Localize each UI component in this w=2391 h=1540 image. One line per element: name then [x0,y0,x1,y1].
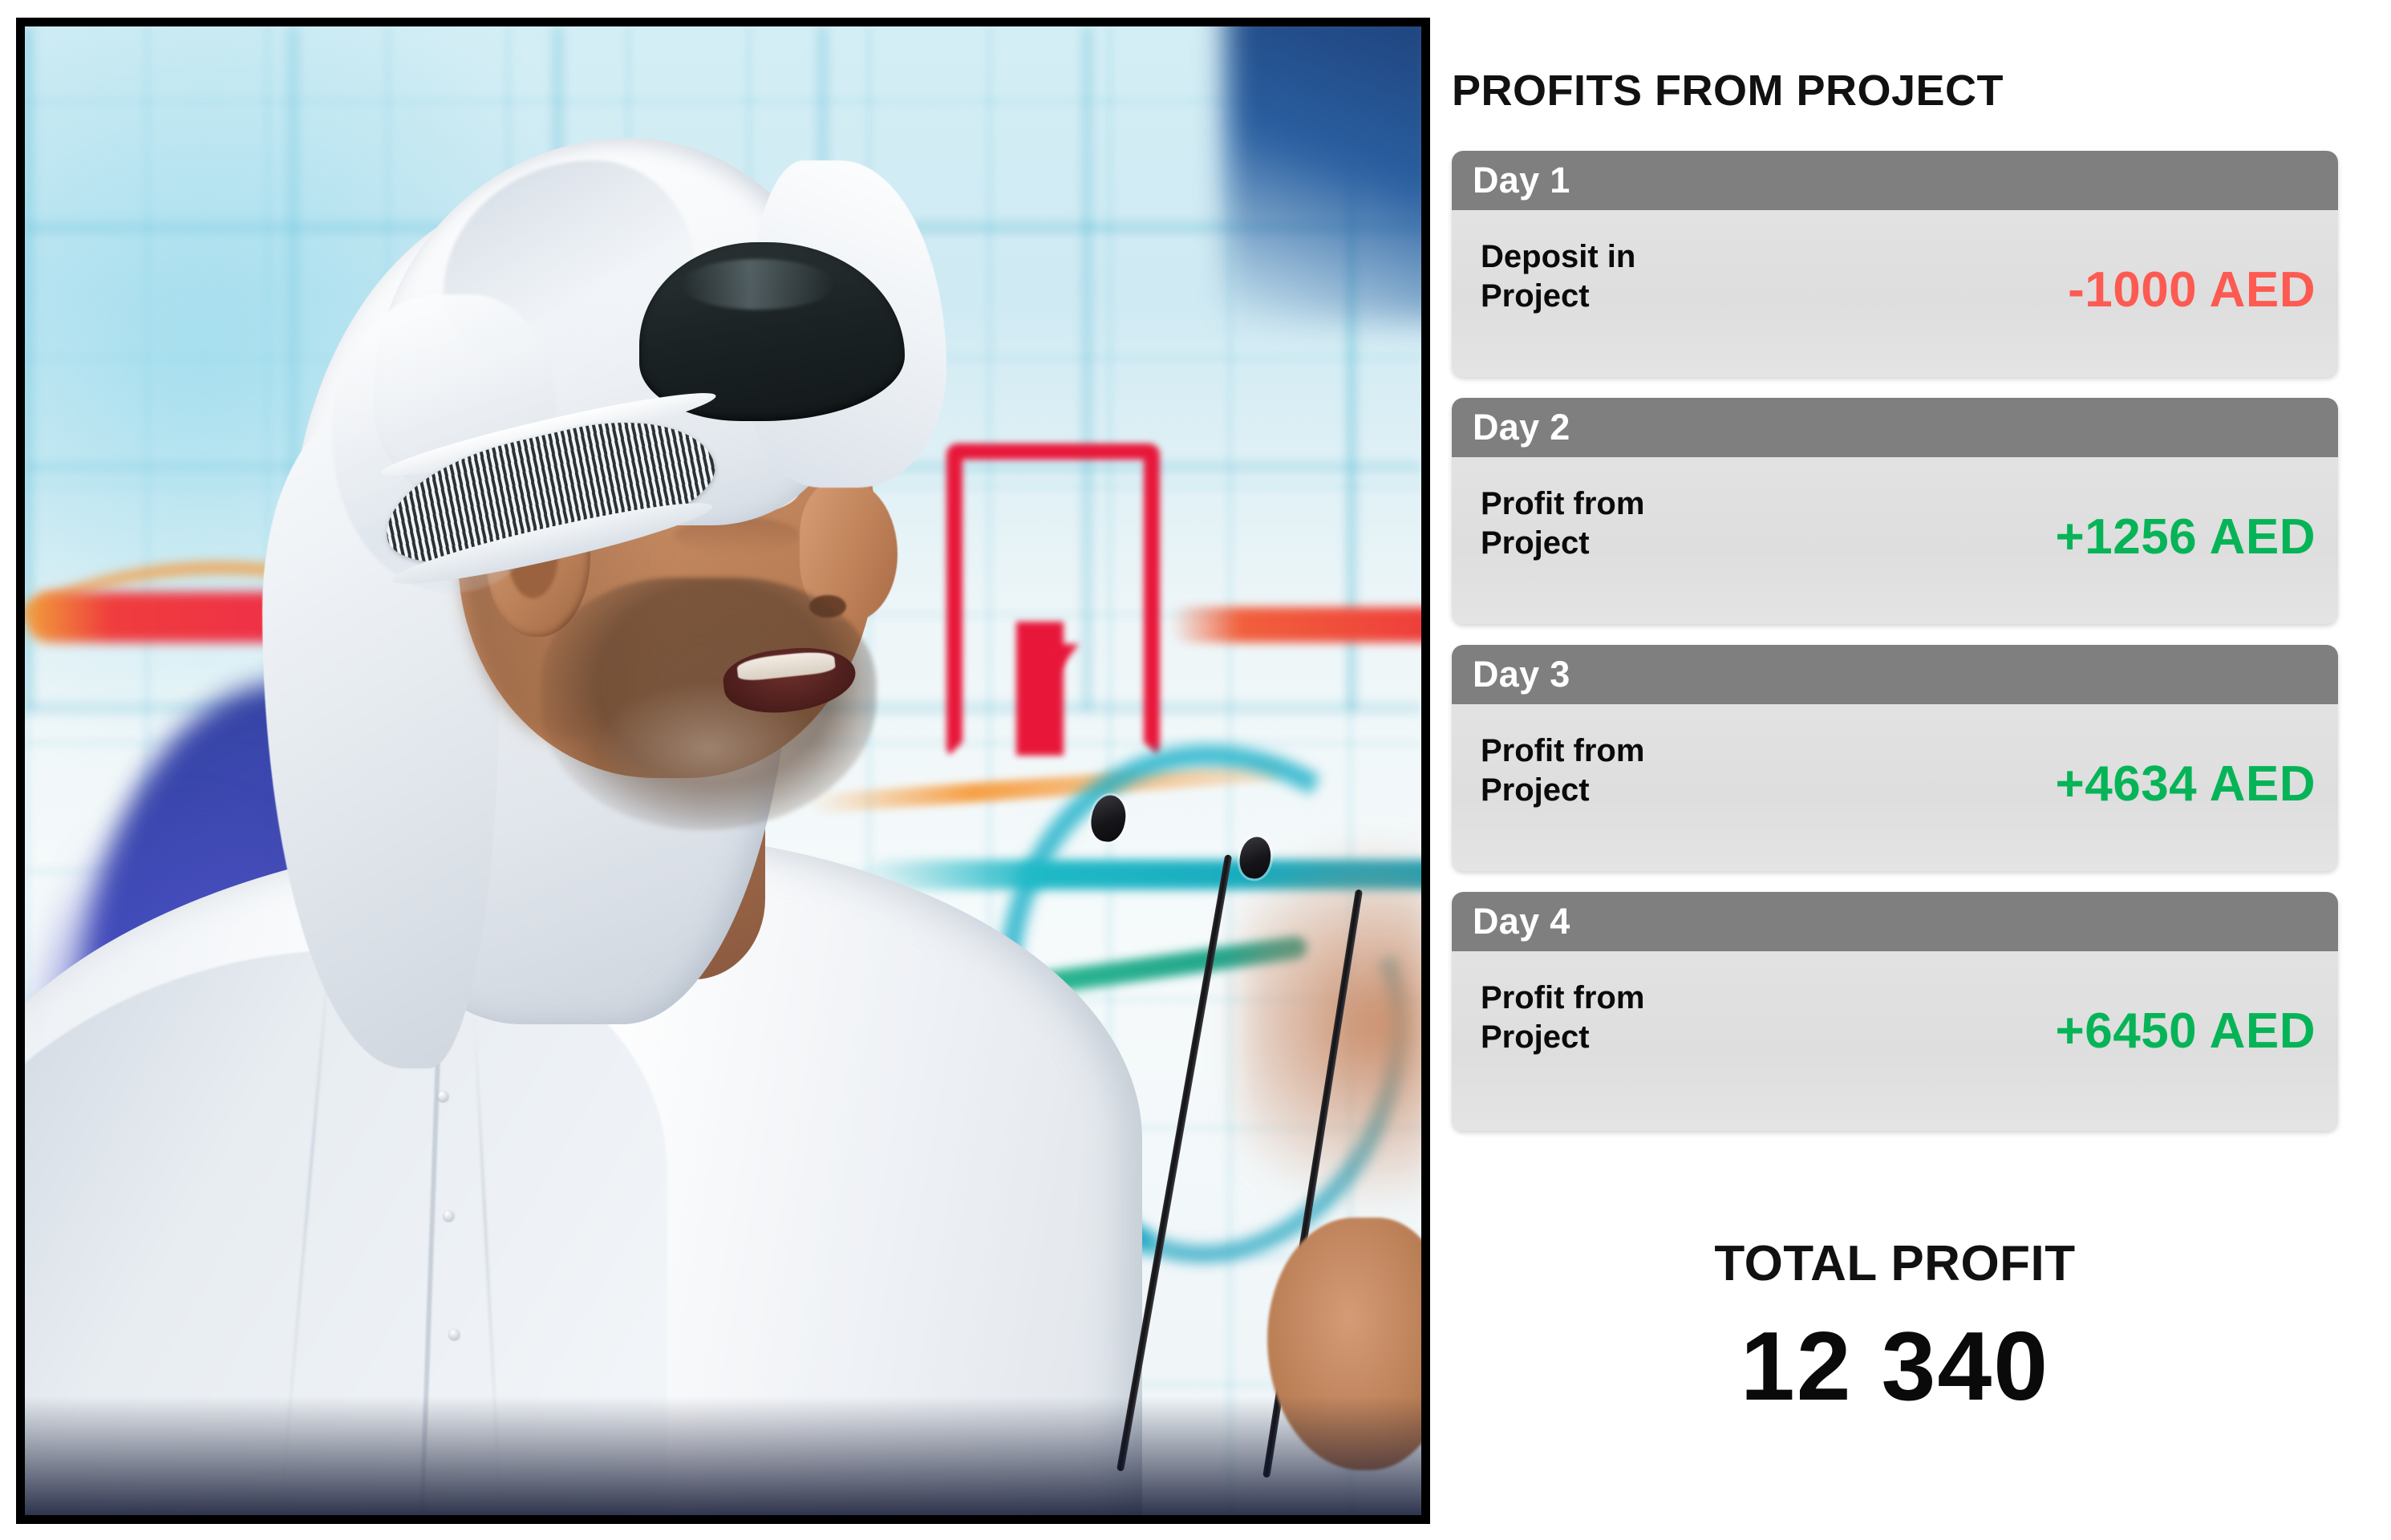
backdrop-red-logo-icon [946,443,1161,759]
backdrop-red-logo-bar [1016,622,1064,756]
day-description: Profit from Project [1481,733,1645,808]
photo-canvas [25,26,1421,1515]
day-card-header: Day 4 [1452,892,2338,951]
day-card-header: Day 2 [1452,398,2338,457]
kandura-button [449,1329,460,1339]
kandura-button [438,1091,449,1102]
day-label: Day 1 [1473,160,1570,201]
day-card-body: Profit from Project +4634 AED [1452,704,2338,871]
day-label: Day 2 [1473,407,1570,448]
total-profit-label: TOTAL PROFIT [1714,1236,2076,1291]
day-amount: +1256 AED [2055,509,2316,565]
microphone-head-icon [1088,792,1129,845]
backdrop-red-logo-arrow-icon [1037,644,1080,672]
speaker-figure [25,26,1421,1515]
backdrop-blurred-person [1239,800,1421,1247]
day-card[interactable]: Day 3 Profit from Project +4634 AED [1452,645,2338,871]
day-description: Deposit in Project [1481,239,1636,314]
day-card[interactable]: Day 2 Profit from Project +1256 AED [1452,398,2338,624]
day-label: Day 4 [1473,901,1570,942]
profits-panel: PROFITS FROM PROJECT Day 1 Deposit in Pr… [1452,0,2342,1540]
backdrop-dark-corner [1226,26,1421,325]
day-card-body: Profit from Project +1256 AED [1452,457,2338,624]
day-card[interactable]: Day 1 Deposit in Project -1000 AED [1452,151,2338,377]
kandura-button [444,1210,455,1221]
ghutra-cap-highlight [681,258,835,310]
day-card-header: Day 3 [1452,645,2338,704]
day-amount: -1000 AED [2068,262,2316,318]
day-card[interactable]: Day 4 Profit from Project +6450 AED [1452,892,2338,1131]
day-card-body: Profit from Project +6450 AED [1452,951,2338,1131]
backdrop-red-right-strip [1169,606,1421,643]
speaker-photo [16,18,1430,1524]
panel-title: PROFITS FROM PROJECT [1452,67,2004,115]
microphone-head-icon [1237,834,1275,881]
total-profit-block: TOTAL PROFIT 12 340 [1452,1235,2338,1422]
day-description: Profit from Project [1481,980,1645,1055]
day-card-body: Deposit in Project -1000 AED [1452,210,2338,377]
day-card-header: Day 1 [1452,151,2338,210]
total-profit-value: 12 340 [1740,1311,2050,1420]
day-amount: +6450 AED [2055,1003,2316,1059]
photo-bottom-shade [25,1396,1421,1515]
day-description: Profit from Project [1481,486,1645,561]
day-amount: +4634 AED [2055,756,2316,812]
day-label: Day 3 [1473,654,1570,695]
ghutra-dark-cap [639,242,905,421]
day-card-list: Day 1 Deposit in Project -1000 AED Day 2… [1452,151,2338,1152]
